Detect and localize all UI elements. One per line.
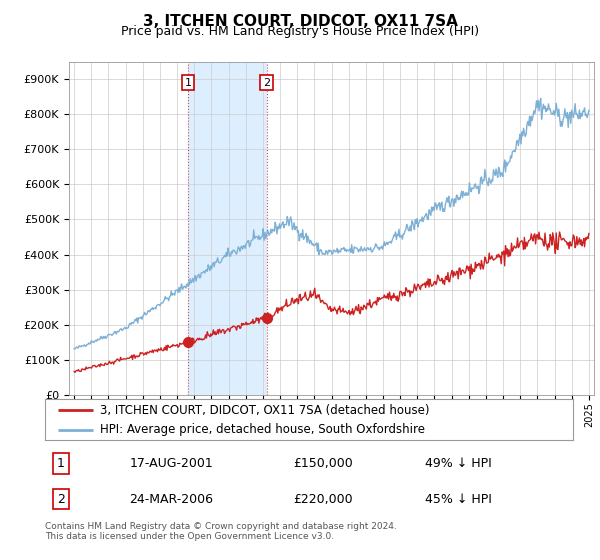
Text: 2: 2	[57, 493, 65, 506]
Text: 24-MAR-2006: 24-MAR-2006	[130, 493, 214, 506]
Text: 45% ↓ HPI: 45% ↓ HPI	[425, 493, 492, 506]
Text: £150,000: £150,000	[293, 457, 353, 470]
Text: 1: 1	[57, 457, 65, 470]
Text: 1: 1	[184, 78, 191, 88]
Text: 49% ↓ HPI: 49% ↓ HPI	[425, 457, 492, 470]
Text: 2: 2	[263, 78, 270, 88]
Text: £220,000: £220,000	[293, 493, 353, 506]
Text: Contains HM Land Registry data © Crown copyright and database right 2024.
This d: Contains HM Land Registry data © Crown c…	[45, 522, 397, 542]
Text: 3, ITCHEN COURT, DIDCOT, OX11 7SA: 3, ITCHEN COURT, DIDCOT, OX11 7SA	[143, 14, 457, 29]
Bar	[188, 62, 266, 395]
Text: 17-AUG-2001: 17-AUG-2001	[130, 457, 213, 470]
Text: HPI: Average price, detached house, South Oxfordshire: HPI: Average price, detached house, Sout…	[100, 423, 425, 436]
Text: 3, ITCHEN COURT, DIDCOT, OX11 7SA (detached house): 3, ITCHEN COURT, DIDCOT, OX11 7SA (detac…	[100, 404, 430, 417]
Text: Price paid vs. HM Land Registry's House Price Index (HPI): Price paid vs. HM Land Registry's House …	[121, 25, 479, 38]
